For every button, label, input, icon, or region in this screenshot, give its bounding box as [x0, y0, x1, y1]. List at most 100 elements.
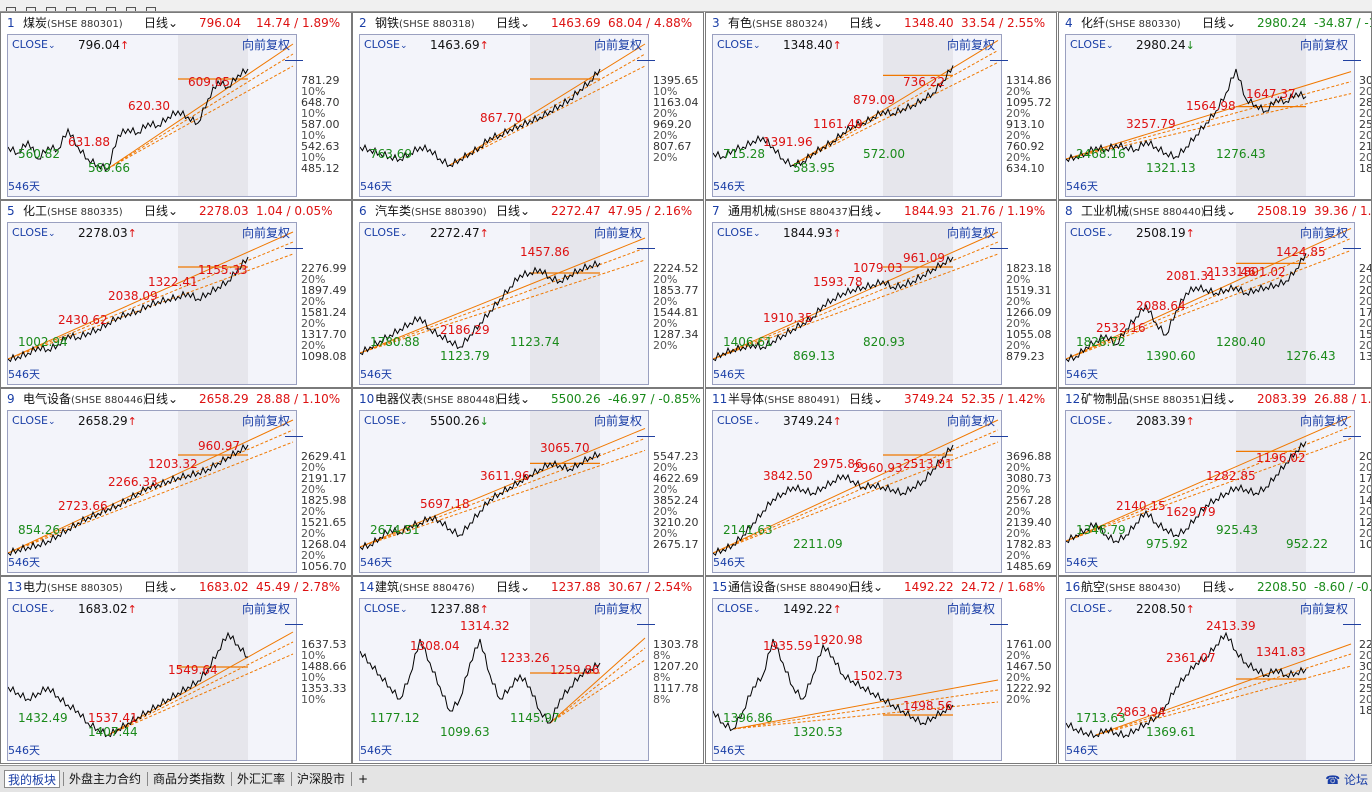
price-chart[interactable]: CLOSE⌄ 2658.29↑ 向前复权 546天 2723.66 2266.33 1203…: [7, 410, 297, 573]
price-chart[interactable]: CLOSE⌄ 2083.39↑ 向前复权 546天 2140.15 1629.79 1282…: [1065, 410, 1355, 573]
toolbar-icon[interactable]: [146, 7, 156, 11]
adjust-button[interactable]: 向前复权: [241, 226, 290, 240]
sector-panel[interactable]: 15 通信设备(SHSE 880490) 日线⌄ 1492.22 24.72 / 1.6…: [705, 576, 1057, 764]
price-chart[interactable]: CLOSE⌄ 5500.26↓ 向前复权 546天 5697.18 3611.96 3065…: [359, 410, 649, 573]
adjust-button[interactable]: 向前复权: [241, 38, 290, 52]
period-select[interactable]: 日线⌄: [144, 201, 178, 221]
indicator-select[interactable]: CLOSE⌄: [1070, 226, 1114, 239]
period-select[interactable]: 日线⌄: [144, 389, 178, 409]
period-select[interactable]: 日线⌄: [1202, 201, 1236, 221]
adjust-button[interactable]: 向前复权: [1299, 602, 1348, 616]
indicator-select[interactable]: CLOSE⌄: [364, 414, 408, 427]
period-select[interactable]: 日线⌄: [496, 389, 530, 409]
period-select[interactable]: 日线⌄: [496, 13, 530, 33]
sector-panel[interactable]: 1 煤炭(SHSE 880301) 日线⌄ 796.04 14.74 / 1.89% CL…: [0, 12, 352, 200]
price-chart[interactable]: CLOSE⌄ 1683.02↑ 向前复权 546天 1537.41 1549.64 1432…: [7, 598, 297, 761]
adjust-button[interactable]: 向前复权: [593, 226, 642, 240]
price-chart[interactable]: CLOSE⌄ 1463.69↑ 向前复权 546天 867.70 763.69: [359, 34, 649, 197]
period-select[interactable]: 日线⌄: [144, 13, 178, 33]
adjust-button[interactable]: 向前复权: [946, 602, 995, 616]
sector-panel[interactable]: 11 半导体(SHSE 880491) 日线⌄ 3749.24 52.35 / 1.42…: [705, 388, 1057, 576]
adjust-button[interactable]: 向前复权: [1299, 226, 1348, 240]
indicator-select[interactable]: CLOSE⌄: [12, 38, 56, 51]
adjust-button[interactable]: 向前复权: [241, 602, 290, 616]
indicator-select[interactable]: CLOSE⌄: [717, 602, 761, 615]
sector-panel[interactable]: 13 电力(SHSE 880305) 日线⌄ 1683.02 45.49 / 2.78%…: [0, 576, 352, 764]
period-select[interactable]: 日线⌄: [496, 577, 530, 597]
sector-panel[interactable]: 5 化工(SHSE 880335) 日线⌄ 2278.03 1.04 / 0.05% CL…: [0, 200, 352, 388]
toolbar-icon[interactable]: [86, 7, 96, 11]
indicator-select[interactable]: CLOSE⌄: [717, 226, 761, 239]
toolbar-icon[interactable]: [26, 7, 36, 11]
sector-panel[interactable]: 14 建筑(SHSE 880476) 日线⌄ 1237.88 30.67 / 2.54%…: [352, 576, 704, 764]
adjust-button[interactable]: 向前复权: [946, 226, 995, 240]
sector-panel[interactable]: 2 钢铁(SHSE 880318) 日线⌄ 1463.69 68.04 / 4.88% C…: [352, 12, 704, 200]
period-select[interactable]: 日线⌄: [849, 577, 883, 597]
adjust-button[interactable]: 向前复权: [946, 38, 995, 52]
indicator-select[interactable]: CLOSE⌄: [1070, 38, 1114, 51]
sector-panel[interactable]: 10 电器仪表(SHSE 880448) 日线⌄ 5500.26 -46.97 / -0…: [352, 388, 704, 576]
price-chart[interactable]: CLOSE⌄ 3749.24↑ 向前复权 546天 3842.50 2975.86 2960…: [712, 410, 1002, 573]
indicator-select[interactable]: CLOSE⌄: [12, 414, 56, 427]
add-tab-button[interactable]: +: [358, 772, 369, 786]
price-chart[interactable]: CLOSE⌄ 796.04↑ 向前复权 546天 631.88 620.30 609.05 5…: [7, 34, 297, 197]
adjust-button[interactable]: 向前复权: [1299, 414, 1348, 428]
tab-forex[interactable]: 外汇汇率: [237, 772, 286, 786]
period-select[interactable]: 日线⌄: [1202, 13, 1236, 33]
period-select[interactable]: 日线⌄: [144, 577, 178, 597]
indicator-select[interactable]: CLOSE⌄: [364, 38, 408, 51]
sector-panel[interactable]: 6 汽车类(SHSE 880390) 日线⌄ 2272.47 47.95 / 2.16%…: [352, 200, 704, 388]
period-select[interactable]: 日线⌄: [849, 201, 883, 221]
peak-label: 2038.09: [108, 289, 158, 304]
price-chart[interactable]: CLOSE⌄ 1348.40↑ 向前复权 546天 1391.96 1161.49 879.…: [712, 34, 1002, 197]
toolbar-icon[interactable]: [126, 7, 136, 11]
period-select[interactable]: 日线⌄: [1202, 577, 1236, 597]
price-chart[interactable]: CLOSE⌄ 2272.47↑ 向前复权 546天 2186.29 1457.86 1780…: [359, 222, 649, 385]
adjust-button[interactable]: 向前复权: [241, 414, 290, 428]
sector-panel[interactable]: 4化纤(SHSE 880330)日线⌄2980.24-34.87 / -1.16…: [1058, 12, 1372, 200]
adjust-button[interactable]: 向前复权: [946, 414, 995, 428]
indicator-select[interactable]: CLOSE⌄: [12, 226, 56, 239]
period-select[interactable]: 日线⌄: [849, 13, 883, 33]
period-select[interactable]: 日线⌄: [496, 201, 530, 221]
indicator-label: CLOSE: [12, 602, 49, 615]
sector-panel[interactable]: 7 通用机械(SHSE 880437) 日线⌄ 1844.93 21.76 / 1.19…: [705, 200, 1057, 388]
tab-shsz[interactable]: 沪深股市: [297, 772, 346, 786]
price-chart[interactable]: CLOSE⌄ 1844.93↑ 向前复权 546天 1910.35 1593.78 1079…: [712, 222, 1002, 385]
tab-foreign-futures[interactable]: 外盘主力合约: [69, 772, 142, 786]
indicator-select[interactable]: CLOSE⌄: [364, 226, 408, 239]
period-select[interactable]: 日线⌄: [1202, 389, 1236, 409]
sector-code: (SHSE 880437): [776, 207, 852, 218]
toolbar-icon[interactable]: [6, 7, 16, 11]
price-chart[interactable]: CLOSE⌄ 1492.22↑ 向前复权 546天 1935.59 1920.98 1502…: [712, 598, 1002, 761]
indicator-select[interactable]: CLOSE⌄: [364, 602, 408, 615]
adjust-button[interactable]: 向前复权: [1299, 38, 1348, 52]
indicator-select[interactable]: CLOSE⌄: [717, 38, 761, 51]
adjust-button[interactable]: 向前复权: [593, 414, 642, 428]
price-chart[interactable]: CLOSE⌄ 2278.03↑ 向前复权 546天 2430.62 2038.09 1322…: [7, 222, 297, 385]
toolbar-icon[interactable]: [66, 7, 76, 11]
toolbar-icon[interactable]: [46, 7, 56, 11]
forum-link[interactable]: ☎ 论坛: [1325, 771, 1368, 788]
indicator-select[interactable]: CLOSE⌄: [1070, 414, 1114, 427]
price-chart[interactable]: CLOSE⌄ 2208.50↑ 向前复权 546天 2863.94 2361.07 2413…: [1065, 598, 1355, 761]
sector-panel[interactable]: 3 有色(SHSE 880324) 日线⌄ 1348.40 33.54 / 2.55% C…: [705, 12, 1057, 200]
adjust-button[interactable]: 向前复权: [593, 602, 642, 616]
adjust-button[interactable]: 向前复权: [593, 38, 642, 52]
indicator-select[interactable]: CLOSE⌄: [1070, 602, 1114, 615]
toolbar-icon[interactable]: [106, 7, 116, 11]
tab-my-sectors[interactable]: 我的板块: [4, 770, 61, 788]
price-chart[interactable]: CLOSE⌄ 2980.24↓ 向前复权 546天 3257.79 1564.98 1647…: [1065, 34, 1355, 197]
tab-commodity-index[interactable]: 商品分类指数: [153, 772, 226, 786]
price-chart[interactable]: CLOSE⌄ 2508.19↑ 向前复权 546天 2532.16 2088.64 2081…: [1065, 222, 1355, 385]
period-select[interactable]: 日线⌄: [849, 389, 883, 409]
indicator-select[interactable]: CLOSE⌄: [717, 414, 761, 427]
sector-panel[interactable]: 9 电气设备(SHSE 880446) 日线⌄ 2658.29 28.88 / 1.10…: [0, 388, 352, 576]
period-label: 日线: [1202, 204, 1227, 218]
price-chart[interactable]: CLOSE⌄ 1237.88↑ 向前复权 546天 1308.04 1314.32 1233…: [359, 598, 649, 761]
price-axis: 302825211820%20%20%20%: [1343, 34, 1371, 197]
indicator-select[interactable]: CLOSE⌄: [12, 602, 56, 615]
